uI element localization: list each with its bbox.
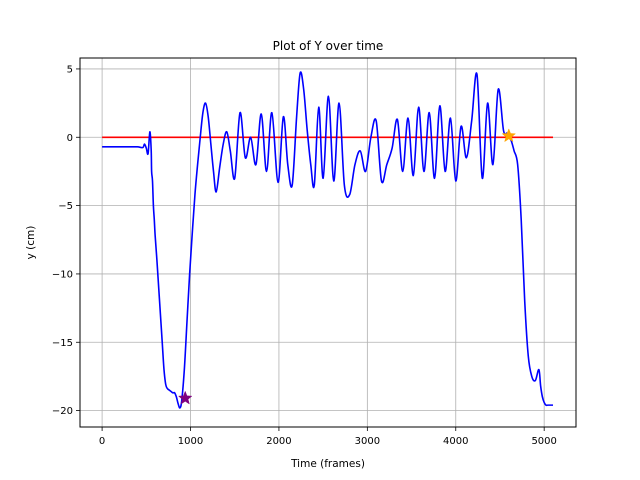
plot-area bbox=[102, 71, 554, 409]
chart-title: Plot of Y over time bbox=[273, 39, 384, 53]
x-tick-label: 2000 bbox=[266, 436, 291, 447]
y-tick-label: −15 bbox=[52, 338, 73, 349]
y-tick-label: −20 bbox=[52, 406, 73, 417]
x-tick-label: 0 bbox=[99, 436, 105, 447]
y-axis-label: y (cm) bbox=[25, 226, 37, 260]
start-star-marker bbox=[177, 390, 193, 405]
end-star-marker bbox=[501, 128, 517, 143]
x-tick-label: 1000 bbox=[178, 436, 203, 447]
x-axis-label: Time (frames) bbox=[290, 458, 365, 470]
y-tick-label: −5 bbox=[58, 201, 73, 212]
ticks: 0 1000 2000 3000 4000 5000 5 0 −5 −10 −15 −20 bbox=[52, 64, 557, 447]
y-tick-label: −10 bbox=[52, 269, 73, 280]
x-tick-label: 5000 bbox=[531, 436, 556, 447]
y-series-line bbox=[102, 71, 554, 409]
axes-frame bbox=[79, 57, 577, 428]
x-tick-label: 4000 bbox=[443, 436, 468, 447]
y-tick-label: 0 bbox=[67, 133, 73, 144]
y-tick-label: 5 bbox=[67, 64, 73, 75]
x-tick-label: 3000 bbox=[355, 436, 380, 447]
